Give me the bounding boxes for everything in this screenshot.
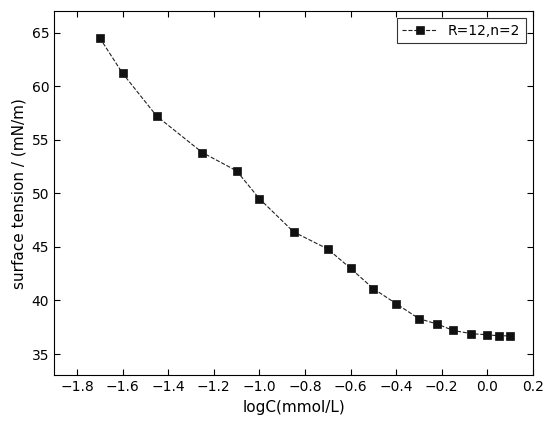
R=12,n=2 (256, 196, 263, 201)
Y-axis label: surface tension / (mN/m): surface tension / (mN/m) (11, 98, 26, 289)
R=12,n=2 (325, 247, 331, 252)
R=12,n=2 (199, 150, 206, 155)
R=12,n=2 (484, 332, 491, 337)
Legend: R=12,n=2: R=12,n=2 (397, 18, 526, 43)
R=12,n=2 (97, 35, 103, 40)
R=12,n=2 (434, 322, 441, 327)
R=12,n=2 (416, 316, 422, 321)
R=12,n=2 (347, 266, 354, 271)
R=12,n=2 (370, 286, 377, 291)
R=12,n=2 (450, 328, 456, 333)
R=12,n=2 (153, 114, 160, 119)
R=12,n=2 (119, 71, 126, 76)
R=12,n=2 (468, 331, 475, 336)
Line: R=12,n=2: R=12,n=2 (95, 34, 514, 340)
R=12,n=2 (233, 168, 240, 173)
R=12,n=2 (507, 333, 513, 338)
R=12,n=2 (393, 301, 400, 306)
X-axis label: logC(mmol/L): logC(mmol/L) (242, 400, 345, 415)
R=12,n=2 (290, 229, 297, 234)
R=12,n=2 (496, 333, 502, 338)
